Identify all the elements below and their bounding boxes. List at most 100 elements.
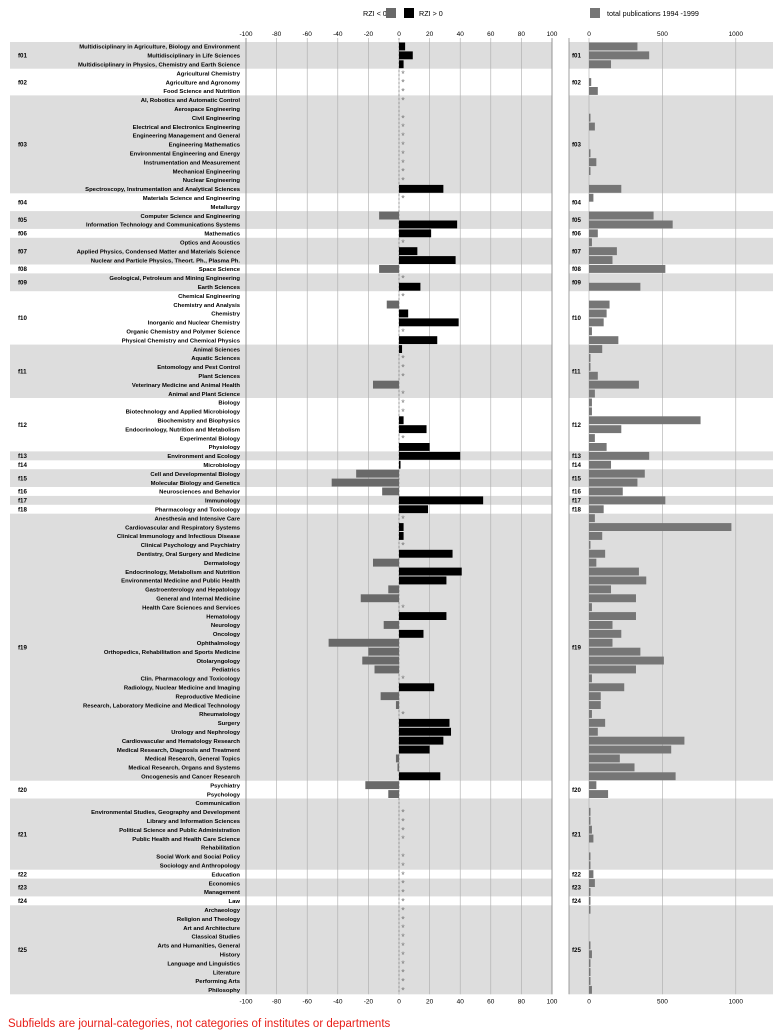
group-code-left: f09 [18, 280, 28, 287]
rzi-bar [399, 505, 429, 514]
group-code-left: f13 [18, 453, 28, 460]
subfield-label: Medical Research, General Topics [145, 757, 241, 763]
rzi-bar [399, 309, 409, 318]
rzi-bar [397, 763, 399, 772]
publications-bar [589, 718, 606, 727]
publications-bar [589, 354, 591, 362]
rzi-bar [399, 576, 447, 585]
subfield-label: Information Technology and Communication… [86, 223, 241, 229]
subfield-label: Philosophy [208, 988, 240, 994]
publications-bar [589, 416, 701, 425]
group-code-right: f12 [572, 422, 582, 429]
no-value-star: * [401, 923, 405, 933]
publications-bar [589, 790, 609, 798]
no-value-star: * [401, 861, 405, 871]
group-band-right [569, 905, 773, 995]
group-code-left: f17 [18, 498, 28, 505]
subfield-label: Performing Arts [195, 979, 240, 985]
subfield-label: Radiology, Nuclear Medicine and Imaging [124, 686, 240, 692]
subfield-label: Multidisciplinary in Agriculture, Biolog… [79, 45, 240, 51]
rzi-bar [399, 496, 484, 505]
legend-pubs-swatch [590, 8, 600, 18]
rzi-bar [399, 345, 403, 353]
no-value-star: * [401, 977, 405, 987]
publications-bar [589, 460, 612, 469]
rzi-bar [399, 772, 441, 781]
publications-bar [589, 158, 597, 167]
publications-bar [589, 451, 650, 460]
subfield-label: Management [204, 890, 240, 896]
rzi-bar [328, 638, 399, 647]
subfield-label: Library and Information Sciences [147, 819, 241, 825]
publications-bar [589, 977, 591, 985]
publications-bar [589, 950, 592, 959]
tick-label: 0 [397, 998, 401, 1005]
group-code-right: f22 [572, 871, 582, 878]
no-value-star: * [401, 96, 405, 106]
group-code-right: f03 [572, 142, 582, 149]
subfield-label: Anesthesia and Intensive Care [155, 516, 241, 522]
group-band-right [569, 798, 773, 870]
publications-bar [589, 727, 598, 736]
subfield-label: History [220, 953, 241, 959]
subfield-label: Geological, Petroleum and Mining Enginee… [109, 276, 240, 282]
legend-pubs-label: total publications 1994 -1999 [607, 9, 699, 18]
publications-bar [589, 683, 625, 692]
group-code-right: f24 [572, 898, 582, 905]
publications-bar [589, 256, 613, 264]
subfield-label: Engineering Mathematics [169, 143, 241, 149]
subfield-label: Endocrinology, Metabolism and Nutrition [125, 570, 240, 576]
publications-bar [589, 371, 598, 380]
publications-bar [589, 407, 592, 416]
group-band-left [10, 878, 552, 897]
no-value-star: * [401, 193, 405, 203]
publications-bar [589, 879, 595, 887]
publications-bar [589, 362, 591, 371]
no-value-star: * [401, 78, 405, 88]
publications-bar [589, 469, 645, 478]
group-code-right: f15 [572, 475, 582, 482]
subfield-label: Public Health and Health Care Science [132, 837, 240, 843]
publications-bar [589, 220, 673, 229]
rzi-bar [386, 300, 399, 309]
publications-bar [589, 834, 594, 843]
no-value-star: * [401, 131, 405, 141]
no-value-star: * [401, 434, 405, 444]
rzi-bar [399, 567, 462, 576]
subfield-label: Mathematics [204, 232, 240, 238]
publications-bar [589, 229, 598, 238]
publications-bar [589, 870, 594, 879]
tick-label: 0 [587, 31, 591, 38]
subfield-label: Medical Research, Organs and Systems [128, 766, 240, 772]
publications-bar [589, 959, 591, 968]
publications-bar [589, 478, 638, 487]
legend-neg-label: RZI < 0 [363, 9, 387, 18]
group-code-left: f16 [18, 489, 28, 496]
subfield-label: Animal Sciences [193, 347, 241, 353]
subfield-label: Hematology [206, 614, 240, 620]
group-band-left [10, 273, 552, 292]
no-value-star: * [401, 363, 405, 373]
group-band-left [10, 42, 552, 69]
rzi-bar [399, 184, 444, 193]
publications-bar [589, 149, 591, 158]
publications-bar [589, 888, 591, 896]
publications-bar [589, 968, 591, 976]
subfield-label: Law [229, 899, 241, 905]
subfield-label: Language and Linguistics [167, 961, 240, 967]
subfield-label: Spectroscopy, Instrumentation and Analyt… [85, 187, 241, 193]
subfield-label: Communication [195, 801, 240, 807]
rzi-bar [399, 718, 450, 727]
subfield-label: Multidisciplinary in Life Sciences [147, 54, 240, 60]
publications-bar [589, 345, 603, 353]
no-value-star: * [401, 825, 405, 835]
group-code-left: f24 [18, 898, 28, 905]
rzi-bar [365, 781, 399, 790]
no-value-star: * [401, 140, 405, 150]
group-code-right: f11 [572, 369, 581, 376]
subfield-label: Immunology [205, 499, 241, 505]
publications-bar [589, 523, 732, 531]
tick-label: 1000 [729, 998, 744, 1005]
publications-bar [589, 540, 591, 549]
no-value-star: * [401, 371, 405, 381]
